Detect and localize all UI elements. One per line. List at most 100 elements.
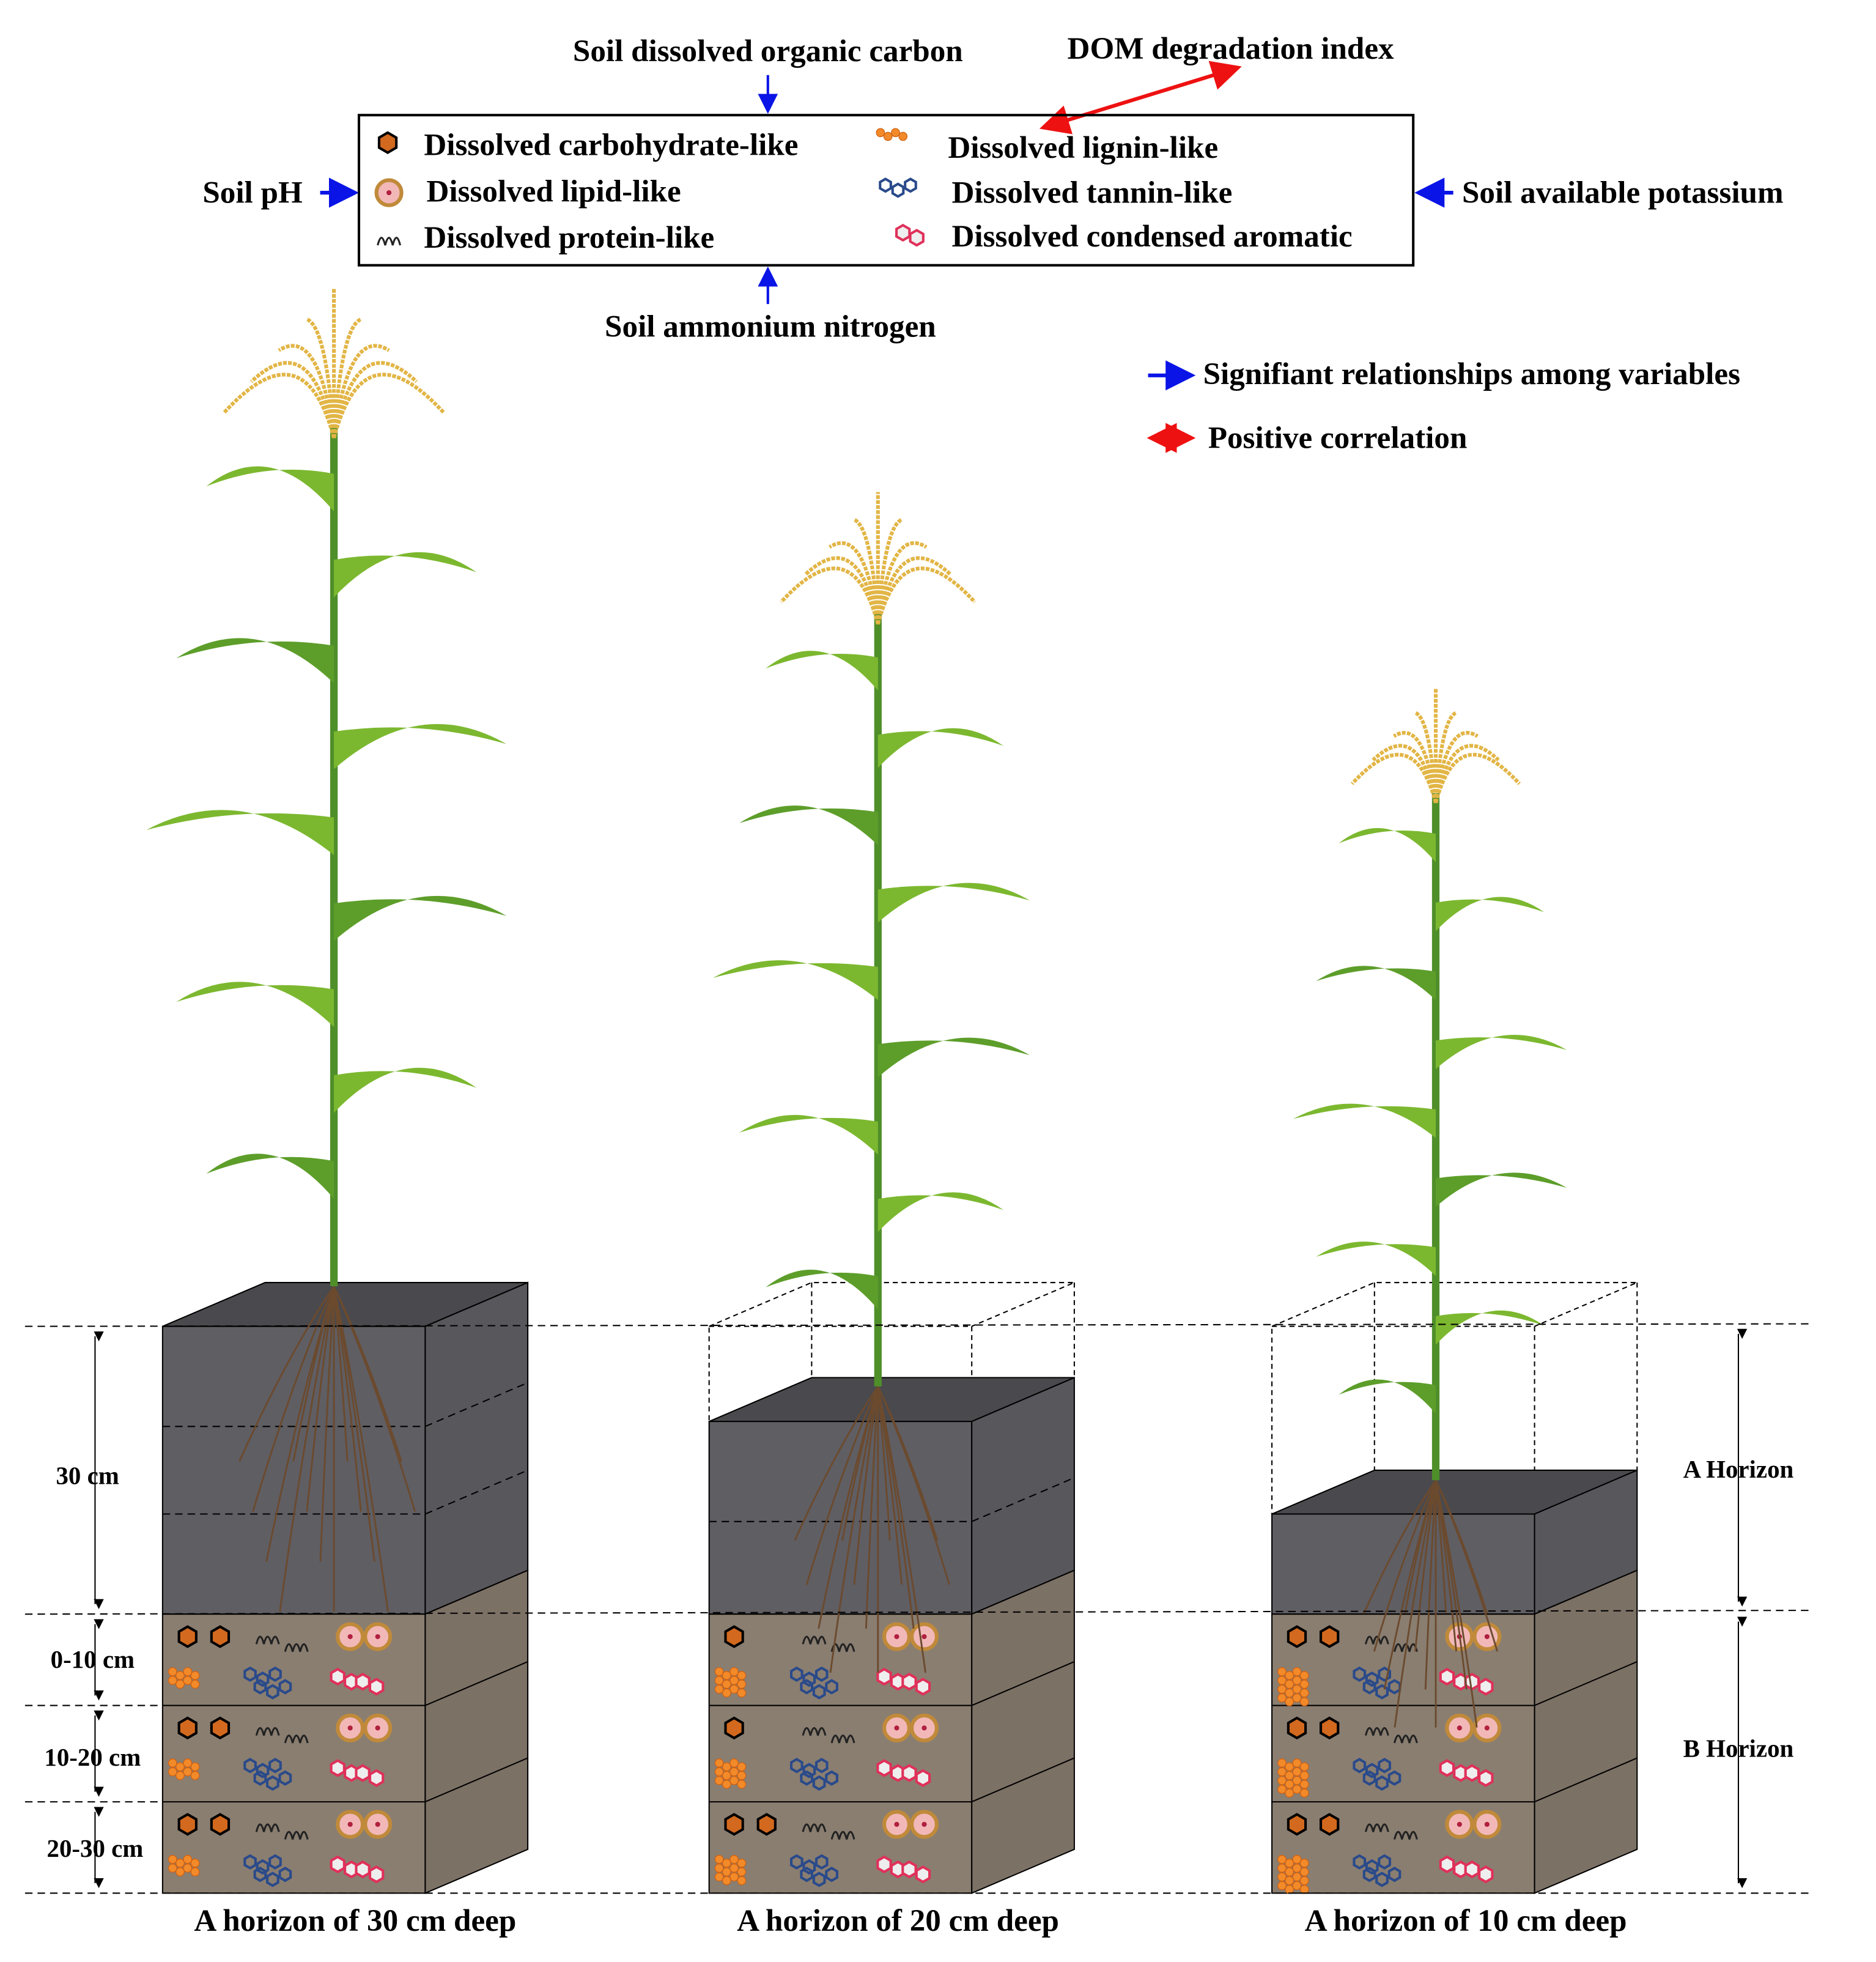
tannin-icon [790,1854,803,1870]
root [877,1386,950,1585]
lignin-icon [737,1771,747,1780]
root [1363,1479,1437,1614]
protein-icon [284,1643,309,1652]
protein-icon [255,1823,280,1832]
carbohydrate-icon [377,131,398,154]
protein-icon [802,1823,827,1832]
lignin-icon [1299,1671,1309,1680]
lignin-icon [714,1758,724,1768]
aromatic-icon [1478,1678,1494,1696]
lipid-dot [1484,1725,1490,1731]
carbohydrate-icon [1319,1813,1340,1836]
tannin-icon [266,1775,279,1791]
b-horizon-side-face [971,1569,1075,1894]
soil-column-3 [1271,1282,1638,1894]
root [1404,1479,1437,1614]
lignin-icon [737,1876,747,1886]
a-horizon-front-face [708,1421,973,1615]
lignin-icon [1277,1676,1287,1686]
aromatic-icon [1439,1759,1455,1777]
lignin-icon [183,1854,193,1864]
lignin-icon [1285,1780,1294,1789]
lignin-icon [891,128,900,138]
driver-doc-label: Soil dissolved organic carbon [572,35,963,69]
layer-boundary [1534,1661,1638,1706]
driver-arrows [320,61,1453,453]
protein-icon [255,1635,280,1645]
leaf [712,960,878,1000]
tannin-icon [278,1679,292,1695]
tassel-branch [332,372,446,439]
a-horizon-label: A Horizon [1683,1456,1794,1484]
tannin-icon [800,1867,814,1882]
root [306,1286,335,1512]
aromatic-icon [1464,1764,1480,1782]
root [1435,1480,1478,1728]
tannin-icon [253,1770,267,1786]
driver-dom-index-label: DOM degradation index [1067,32,1394,67]
lignin-icon [1299,1858,1309,1868]
tannin-icon [891,182,905,198]
protein-icon [1364,1727,1389,1736]
guide-a-b-boundary [24,1610,1814,1615]
lignin-icon [1277,1775,1287,1785]
root [1435,1479,1499,1652]
tannin-icon [802,1763,816,1779]
aromatic-icon [1439,1667,1455,1686]
root [333,1286,389,1612]
tannin-icon [1353,1666,1367,1683]
legend-aromatic: Dissolved condensed aromatic [951,220,1353,254]
root [333,1286,416,1512]
layer-boundary [425,1757,528,1803]
lignin-icon [1285,1788,1294,1798]
legend-carbohydrate: Dissolved carbohydrate-like [424,128,799,163]
lignin-icon [1285,1688,1294,1698]
lignin-icon [737,1679,747,1689]
tannin-icon [1375,1684,1389,1700]
lignin-icon [1277,1872,1287,1882]
tannin-icon [1365,1671,1379,1687]
lignin-icon [1285,1876,1294,1886]
lipid-dot [375,1634,380,1640]
carbohydrate-icon [756,1813,777,1836]
lignin-icon [722,1867,731,1877]
leaf [877,1037,1030,1078]
lipid-dot [347,1634,353,1640]
lignin-icon [190,1771,200,1780]
driver-ph-label: Soil pH [202,176,303,210]
leaf [1436,1034,1567,1069]
leaf [766,1270,878,1309]
maize-plant-3 [1293,689,1567,1728]
aromatic-icon [876,1759,892,1777]
driver-ammonium-label: Soil ammonium nitrogen [605,310,936,344]
legend-lignin: Dissolved lignin-like [948,131,1219,166]
lignin-icon [1277,1785,1287,1794]
tannin-icon [256,1859,270,1875]
lignin-icon [183,1667,193,1676]
tannin-icon [879,177,892,193]
legend-tannin: Dissolved tannin-like [951,176,1233,210]
lignin-icon [190,1762,200,1772]
lignin-icon [737,1867,747,1877]
aromatic-icon [1439,1855,1455,1874]
tannin-icon [814,1666,829,1683]
tassel-branch [332,317,363,439]
tannin-icon [802,1671,816,1687]
protein-icon [830,1643,855,1652]
carbohydrate-icon [177,1813,198,1836]
root [279,1286,335,1612]
lignin-icon [1299,1876,1309,1886]
lignin-icon [1285,1762,1294,1772]
tannin-icon [825,1770,838,1786]
leaf [877,728,1003,768]
aromatic-icon [895,223,911,242]
lignin-icon [175,1671,185,1680]
tannin-icon [814,1854,829,1870]
depth-label-10-20: 10-20 cm [44,1744,141,1772]
lignin-icon [729,1676,739,1686]
lipid-dot [1457,1725,1462,1731]
layer-boundary [425,1661,528,1706]
aromatic-icon [1464,1860,1480,1879]
tannin-icon [266,1871,279,1887]
